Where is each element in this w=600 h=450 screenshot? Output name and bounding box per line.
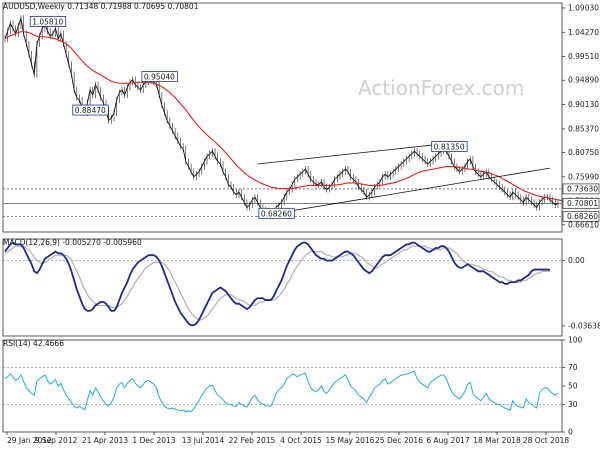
x-tick-label: 21 Apr 2013 (82, 436, 129, 445)
price-annotation-box (141, 71, 178, 82)
x-tick-label: 18 Mar 2018 (473, 436, 521, 445)
price-annotation-label: 1.05810 (32, 17, 63, 26)
price-y-tick-label: 0.75990 (568, 172, 599, 181)
rsi-y-tick-label: 100 (568, 336, 583, 345)
x-tick-label: 28 Oct 2018 (523, 436, 570, 445)
moving-average-line (4, 31, 564, 202)
price-y-tick-label: 0.94890 (568, 76, 599, 85)
macd-y-tick-label: 0.00 (568, 256, 585, 265)
price-y-tick-label: 1.09030 (568, 3, 599, 12)
price-y-tick-label: 1.04270 (568, 28, 599, 37)
x-tick-label: 15 May 2016 (326, 436, 375, 445)
price-header: AUDUSD,Weekly 0.71348 0.71988 0.70695 0.… (3, 2, 199, 11)
price-y-tick-label: 0.99510 (568, 52, 599, 61)
price-annotation-label: 0.95040 (144, 72, 175, 81)
price-annotation-label: 0.81350 (434, 142, 465, 151)
price-y-tick-label: 0.80750 (568, 148, 599, 157)
macd-label: MACD(12,26,9) -0.005270 -0.005960 (3, 238, 142, 247)
price-tag-label: 0.68260 (567, 212, 598, 221)
price-tag-label: 0.70801 (567, 199, 598, 208)
x-tick-label: 4 Oct 2015 (280, 436, 322, 445)
x-tick-label: 13 Jul 2014 (182, 436, 225, 445)
rsi-y-tick-label: 30 (568, 400, 578, 409)
macd-line (4, 241, 551, 327)
watermark: ActionForex.com (358, 76, 524, 100)
x-tick-label: 25 Dec 2016 (375, 436, 423, 445)
rsi-y-tick-label: 50 (568, 382, 578, 391)
price-tag-label: 0.73630 (567, 184, 598, 193)
price-annotation-box (431, 141, 468, 152)
price-annotation-box (29, 16, 67, 27)
price-y-tick-label: 0.85370 (568, 124, 599, 133)
rsi-y-tick-label: 70 (568, 363, 578, 372)
x-tick-label: 1 Dec 2013 (132, 436, 175, 445)
price-tag-box (562, 183, 600, 195)
price-y-tick-label: 0.66610 (568, 220, 599, 229)
macd-signal-line (4, 245, 551, 321)
macd-panel-frame (2, 238, 563, 337)
x-tick-label: 6 Aug 2017 (426, 436, 469, 445)
price-y-tick-label: 0.90130 (568, 100, 599, 109)
x-tick-label: 9 Sep 2012 (35, 436, 78, 445)
x-tick-label: 22 Feb 2015 (229, 436, 276, 445)
rsi-line (4, 370, 559, 413)
price-annotation-label: 0.88470 (75, 106, 106, 115)
rsi-label: RSI(14) 42.4666 (3, 339, 64, 348)
macd-y-tick-label: -0.036389 (568, 321, 600, 330)
price-tag-box (562, 198, 600, 209)
price-annotation-box (72, 104, 109, 116)
trendline (257, 167, 551, 217)
symbol-label: AUDUSD,Weekly 0.71348 0.71988 0.70695 0.… (3, 2, 199, 11)
price-panel-frame (2, 2, 563, 233)
trendline (257, 143, 444, 165)
rsi-y-tick-label: 0 (568, 428, 573, 437)
price-annotation-label: 0.68260 (261, 209, 292, 218)
x-tick-label: 29 Jan 2012 (7, 436, 52, 445)
price-annotation-box (258, 207, 295, 219)
price-tag-box (562, 211, 600, 222)
